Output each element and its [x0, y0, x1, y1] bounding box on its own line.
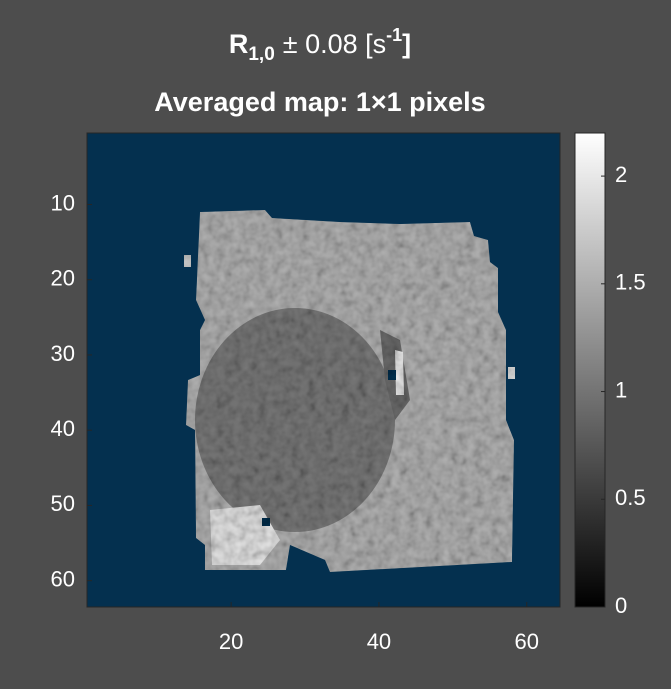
title-superscript: -1 [386, 25, 402, 45]
x-tick-label: 40 [367, 629, 391, 654]
title-text: ± 0.08 [s [283, 29, 386, 59]
colorbar-tick-label: 0.5 [615, 485, 646, 510]
colorbar-tick-label: 1.5 [615, 270, 646, 295]
colorbar [574, 132, 606, 608]
title-symbol: R [229, 29, 249, 59]
x-tick-label: 20 [219, 629, 243, 654]
title-close: ] [402, 29, 411, 59]
colorbar-tick-label: 1 [615, 377, 627, 402]
y-tick-label: 20 [51, 266, 75, 291]
y-tick-label: 10 [51, 190, 75, 215]
colorbar-tick-label: 2 [615, 162, 627, 187]
y-tick-label: 40 [51, 416, 75, 441]
map-image [184, 210, 515, 572]
y-tick-label: 60 [51, 566, 75, 591]
axes-box [86, 132, 561, 608]
y-tick-label: 30 [51, 341, 75, 366]
title-subscript: 1,0 [248, 44, 274, 65]
x-tick-label: 60 [515, 629, 539, 654]
colorbar-tick-label: 0 [615, 593, 627, 618]
chart-subtitle: Averaged map: 1×1 pixels [154, 87, 485, 117]
y-tick-label: 50 [51, 491, 75, 516]
chart-title: R1,0 ± 0.08 [s-1] [229, 25, 411, 65]
